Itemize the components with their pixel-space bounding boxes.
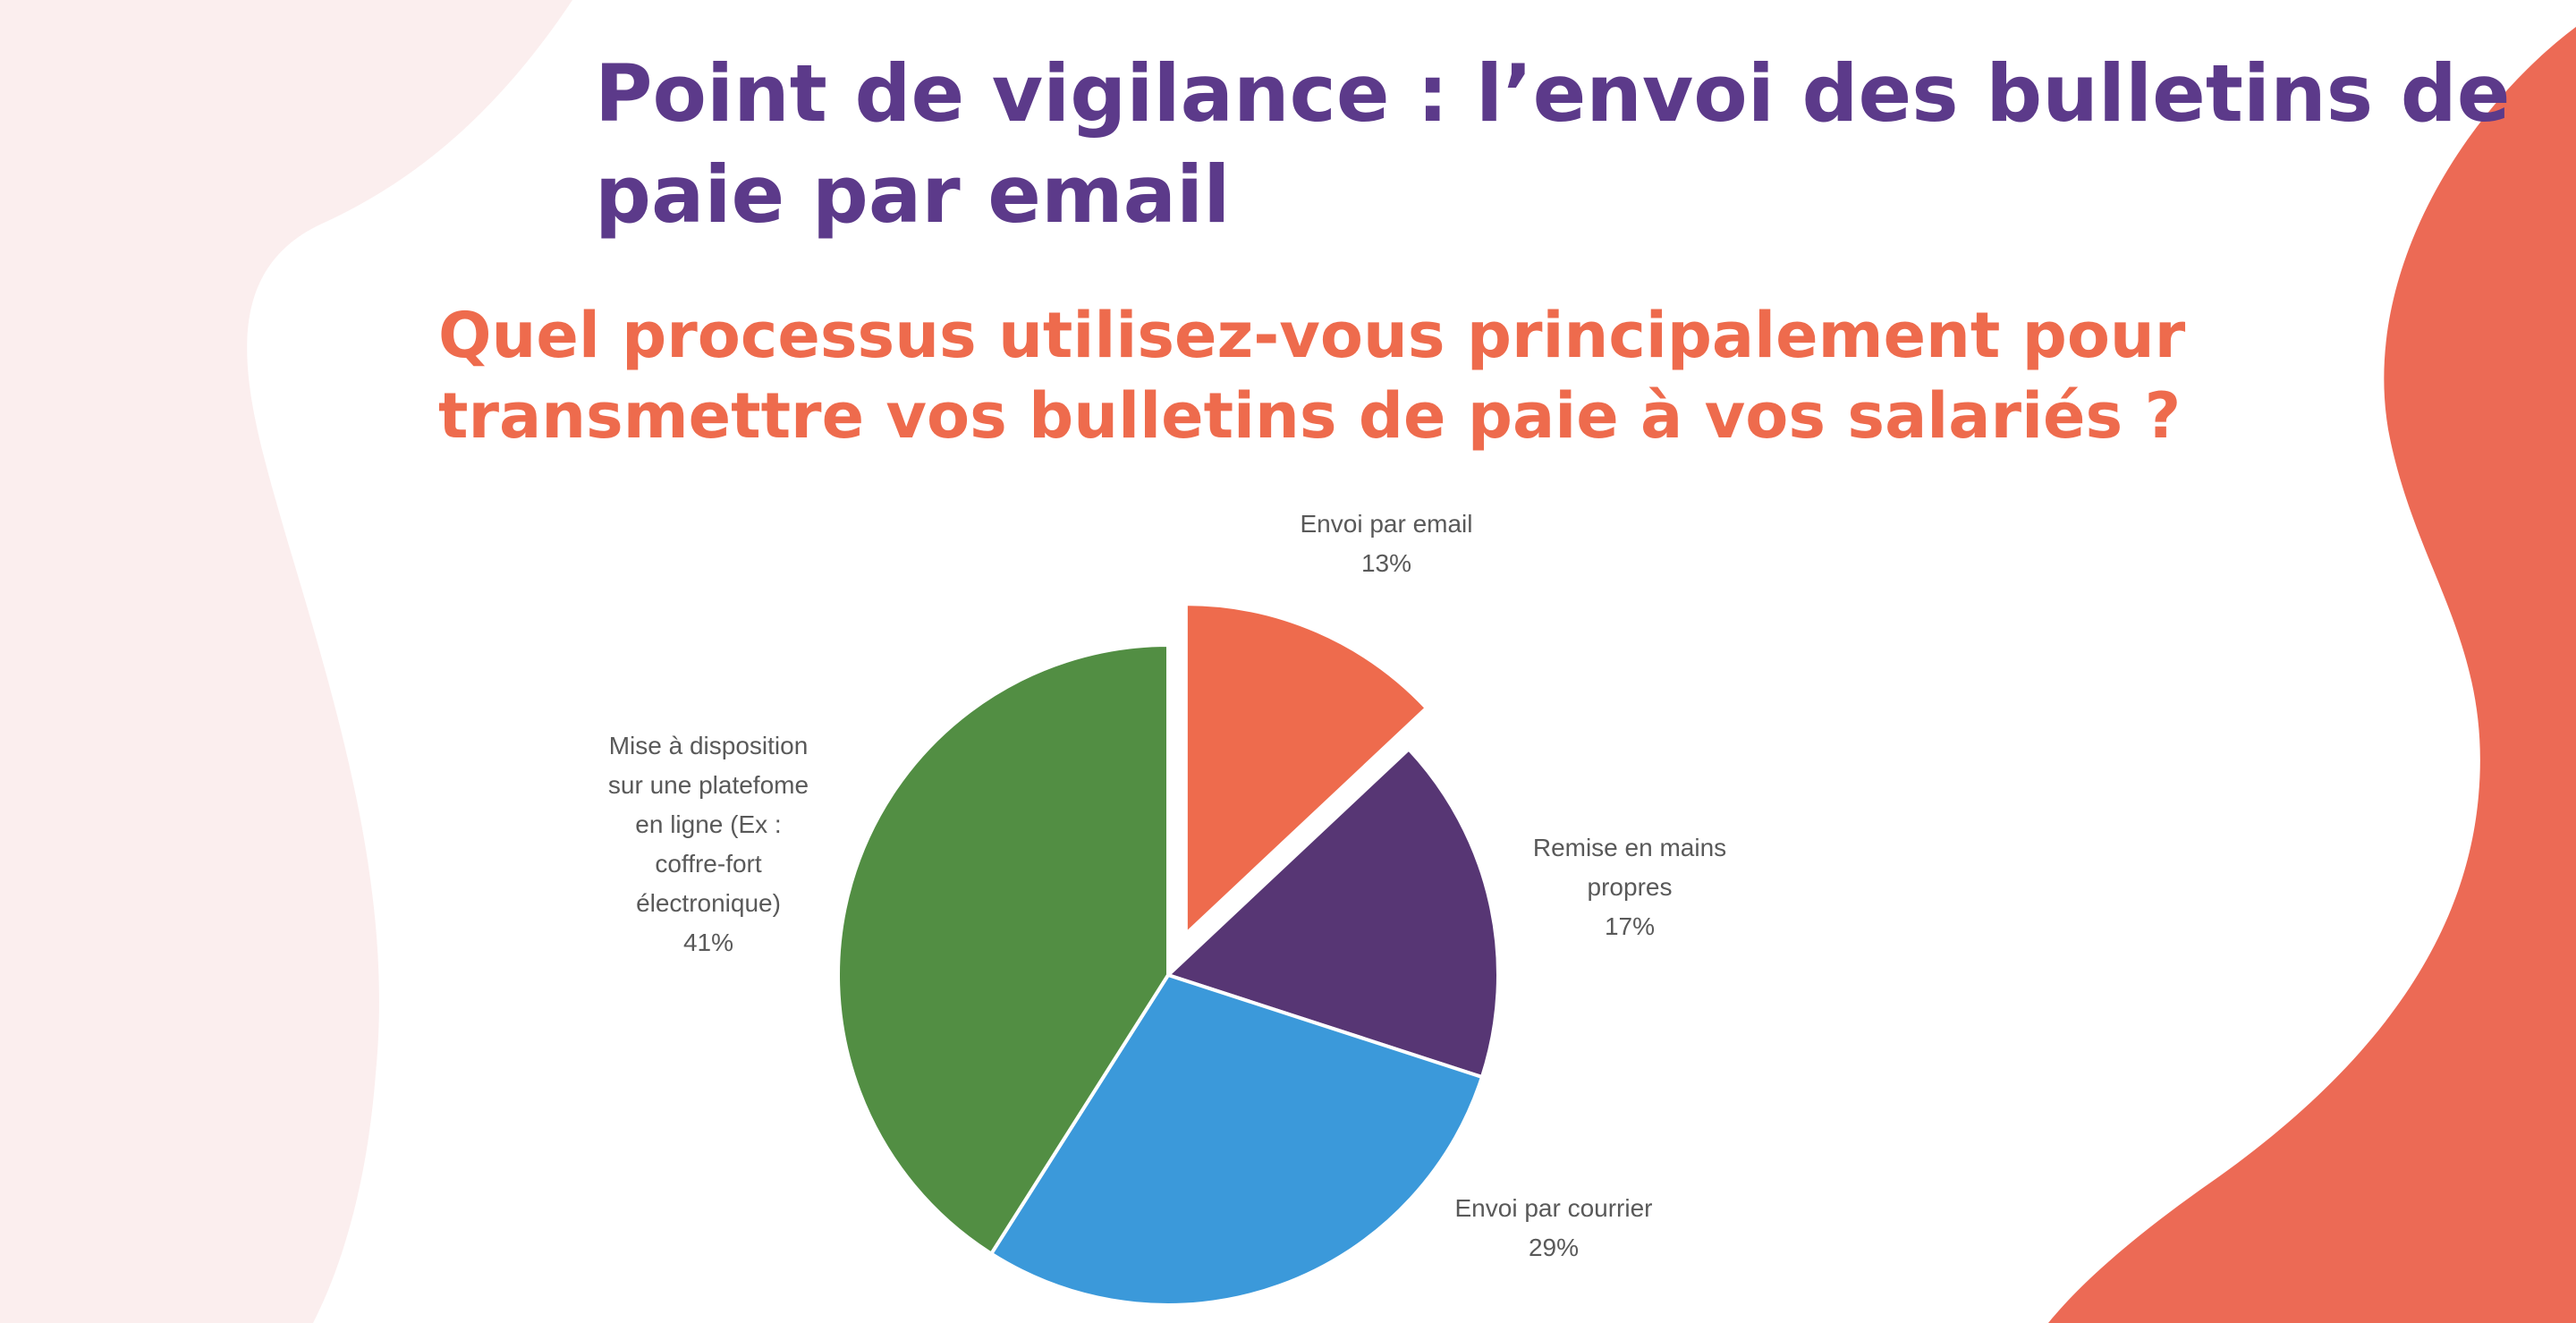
pie-slice-label-line: propres: [1588, 873, 1673, 901]
pie-slice-label-line: en ligne (Ex :: [635, 810, 781, 838]
pie-slice: [1183, 602, 1429, 938]
left-pink-blob: [0, 0, 572, 1323]
pie-slice-percent: 29%: [1529, 1234, 1579, 1261]
pie-slice-label: Mise à disposition sur une platefome en li…: [608, 732, 809, 956]
pie-labels: Envoi par email 13% Remise en mains propres…: [608, 510, 1726, 1261]
pie-slice: [1165, 746, 1500, 1080]
pie-slice-percent: 41%: [683, 929, 733, 956]
right-coral-blob: [2048, 27, 2576, 1323]
pie-slice-label: Remise en mains propres 17%: [1533, 834, 1726, 940]
pie-slice-label-line: coffre-fort: [655, 850, 762, 878]
pie-slice-label-line: Remise en mains: [1533, 834, 1726, 861]
survey-question-line: transmettre vos bulletins de paie à vos …: [438, 379, 2182, 453]
pie-slices: [836, 602, 1500, 1307]
slide-title: Point de vigilance : l’envoi des bulleti…: [595, 43, 2511, 245]
pie-slice-label-line: sur une platefome: [608, 771, 809, 799]
pie-slice-label-line: Envoi par email: [1301, 510, 1473, 538]
pie-slice-label-line: électronique): [636, 889, 781, 917]
pie-slice: [988, 972, 1485, 1307]
survey-question: Quel processus utilisez-vous principalem…: [438, 295, 2317, 456]
survey-question-line: Quel processus utilisez-vous principalem…: [438, 299, 2186, 372]
slide-title-line: Point de vigilance : l’envoi des bulleti…: [595, 47, 2511, 140]
slide-title-line: paie par email: [595, 148, 1231, 241]
pie-slice-percent: 13%: [1361, 549, 1411, 577]
pie-slice: [836, 642, 1170, 1257]
pie-slice-label-line: Mise à disposition: [609, 732, 809, 759]
pie-slice-label: Envoi par courrier 29%: [1455, 1194, 1653, 1261]
pie-slice-label: Envoi par email 13%: [1301, 510, 1473, 577]
pie-slice-label-line: Envoi par courrier: [1455, 1194, 1653, 1222]
pie-slice-percent: 17%: [1605, 912, 1655, 940]
